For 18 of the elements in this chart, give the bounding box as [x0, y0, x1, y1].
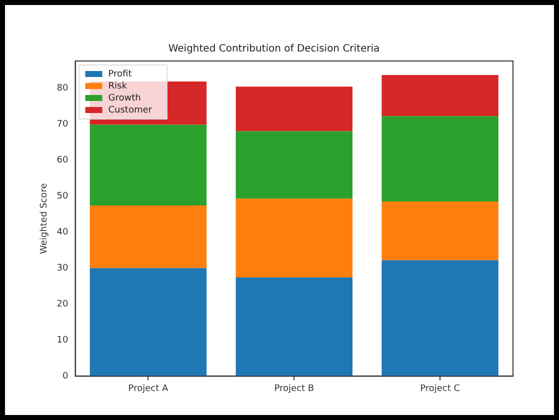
- y-tick-label: 70: [56, 119, 69, 130]
- x-tick-label: Project A: [128, 384, 169, 394]
- y-tick-label: 80: [56, 83, 69, 94]
- legend-label: Customer: [108, 105, 152, 116]
- y-tick-label: 50: [56, 191, 69, 202]
- y-axis-title: Weighted Score: [40, 182, 50, 254]
- y-tick-label: 10: [56, 336, 69, 346]
- y-tick-label: 40: [56, 227, 69, 238]
- x-tick-label: Project C: [420, 384, 460, 394]
- y-tick-label: 30: [56, 263, 69, 274]
- legend-label: Growth: [108, 93, 141, 104]
- chart-title: Weighted Contribution of Decision Criteria: [168, 44, 380, 55]
- legend-label: Profit: [108, 69, 132, 80]
- y-tick-label: 20: [56, 300, 69, 310]
- y-tick-label: 0: [62, 372, 69, 382]
- y-tick-label: 60: [56, 155, 69, 166]
- legend-label: Risk: [108, 81, 128, 92]
- x-tick-label: Project B: [274, 384, 314, 394]
